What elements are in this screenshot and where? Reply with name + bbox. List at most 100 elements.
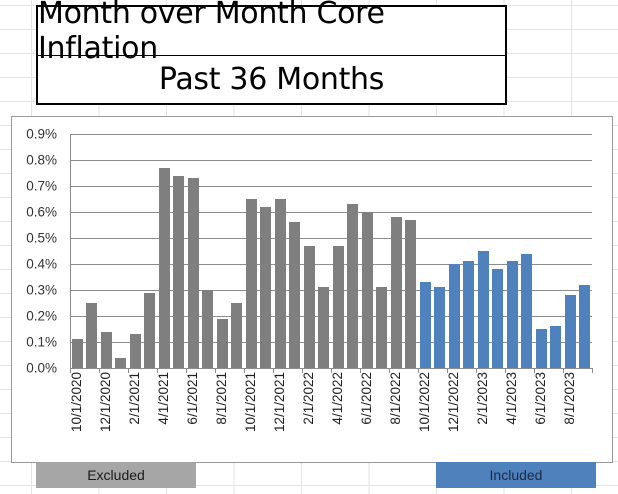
- x-tick-label: 10/1/2022: [417, 371, 433, 432]
- x-tick-label: 8/1/2023: [562, 372, 578, 425]
- x-tick-mark: [99, 368, 100, 373]
- y-tick-label: 0.7%: [26, 178, 57, 194]
- bar[interactable]: [405, 219, 417, 368]
- gridline: [70, 316, 592, 317]
- bar[interactable]: [564, 295, 576, 368]
- bar[interactable]: [187, 178, 199, 368]
- x-tick-label: 8/1/2021: [214, 372, 230, 425]
- gridline: [70, 342, 592, 343]
- bar[interactable]: [100, 331, 112, 368]
- x-tick-label: 10/1/2020: [69, 371, 85, 432]
- x-tick-label: 6/1/2021: [185, 372, 201, 425]
- x-tick-mark: [418, 368, 419, 373]
- y-tick-label: 0.3%: [26, 282, 57, 298]
- bar[interactable]: [521, 253, 533, 368]
- bar[interactable]: [535, 329, 547, 368]
- x-tick-mark: [534, 368, 535, 373]
- bar[interactable]: [86, 303, 98, 368]
- y-tick-label: 0.4%: [26, 256, 57, 272]
- x-tick-mark: [157, 368, 158, 373]
- x-tick-label: 8/1/2022: [388, 372, 404, 425]
- x-tick-label: 6/1/2023: [533, 372, 549, 425]
- bar[interactable]: [332, 245, 344, 368]
- x-tick-mark: [128, 368, 129, 373]
- bar[interactable]: [202, 290, 214, 368]
- bar[interactable]: [129, 334, 141, 368]
- bar[interactable]: [144, 292, 156, 368]
- included-band: Included: [436, 462, 596, 488]
- title-box: Month over Month Core Inflation Past 36 …: [36, 0, 507, 105]
- x-tick-mark: [215, 368, 216, 373]
- bar[interactable]: [318, 287, 330, 368]
- x-tick-mark: [273, 368, 274, 373]
- x-tick-label: 2/1/2023: [475, 372, 491, 425]
- y-axis-line: [70, 134, 71, 369]
- x-tick-label: 2/1/2021: [127, 372, 143, 425]
- x-tick-mark: [476, 368, 477, 373]
- chart-subtitle: Past 36 Months: [38, 55, 505, 103]
- x-tick-mark: [244, 368, 245, 373]
- gridline: [70, 134, 592, 135]
- gridline: [70, 160, 592, 161]
- x-tick-mark: [302, 368, 303, 373]
- bar[interactable]: [115, 357, 127, 368]
- bar[interactable]: [448, 264, 460, 368]
- bar[interactable]: [303, 245, 315, 368]
- x-tick-mark: [389, 368, 390, 373]
- excluded-band: Excluded: [36, 462, 196, 488]
- bar[interactable]: [274, 199, 286, 368]
- x-tick-label: 2/1/2022: [301, 372, 317, 425]
- bar[interactable]: [173, 175, 185, 368]
- y-tick-label: 0.8%: [26, 152, 57, 168]
- gridline: [70, 212, 592, 213]
- x-tick-mark: [592, 368, 593, 373]
- plot-area: [70, 134, 592, 368]
- x-tick-mark: [447, 368, 448, 373]
- x-tick-mark: [360, 368, 361, 373]
- gridline: [70, 264, 592, 265]
- y-tick-label: 0.0%: [26, 360, 57, 376]
- bar[interactable]: [71, 339, 83, 368]
- bar[interactable]: [376, 287, 388, 368]
- y-tick-label: 0.2%: [26, 308, 57, 324]
- bar[interactable]: [579, 284, 591, 368]
- bar[interactable]: [347, 204, 359, 368]
- bar[interactable]: [289, 222, 301, 368]
- x-tick-label: 4/1/2022: [330, 372, 346, 425]
- x-tick-mark: [331, 368, 332, 373]
- x-tick-mark: [505, 368, 506, 373]
- x-tick-label: 4/1/2023: [504, 372, 520, 425]
- bar[interactable]: [492, 269, 504, 368]
- bar[interactable]: [419, 282, 431, 368]
- bar[interactable]: [550, 326, 562, 368]
- chart-title: Month over Month Core Inflation: [38, 0, 385, 66]
- bar[interactable]: [506, 261, 518, 368]
- bar-series: [70, 134, 592, 368]
- x-tick-label: 6/1/2022: [359, 372, 375, 425]
- gridline: [70, 238, 592, 239]
- bar[interactable]: [463, 261, 475, 368]
- bar[interactable]: [260, 206, 272, 368]
- bar[interactable]: [434, 287, 446, 368]
- bar[interactable]: [231, 303, 243, 368]
- x-tick-label: 4/1/2021: [156, 372, 172, 425]
- x-tick-mark: [70, 368, 71, 373]
- x-tick-label: 12/1/2020: [98, 371, 114, 432]
- y-tick-label: 0.5%: [26, 230, 57, 246]
- x-tick-label: 12/1/2021: [272, 371, 288, 432]
- bar[interactable]: [361, 212, 373, 368]
- bar[interactable]: [390, 217, 402, 368]
- gridline: [70, 186, 592, 187]
- x-tick-mark: [563, 368, 564, 373]
- bar[interactable]: [216, 318, 228, 368]
- gridline: [70, 290, 592, 291]
- y-tick-label: 0.9%: [26, 126, 57, 142]
- bar[interactable]: [158, 167, 170, 368]
- bar[interactable]: [245, 199, 257, 368]
- y-tick-label: 0.1%: [26, 334, 57, 350]
- x-tick-label: 10/1/2021: [243, 371, 259, 432]
- y-tick-label: 0.6%: [26, 204, 57, 220]
- bar[interactable]: [477, 251, 489, 368]
- x-tick-label: 12/1/2022: [446, 371, 462, 432]
- x-tick-mark: [186, 368, 187, 373]
